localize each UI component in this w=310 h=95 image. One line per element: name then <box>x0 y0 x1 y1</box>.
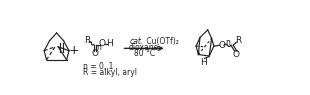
Text: R = alkyl, aryl: R = alkyl, aryl <box>83 68 137 77</box>
Text: O: O <box>232 50 239 59</box>
Text: R: R <box>236 36 242 45</box>
Text: R: R <box>84 36 90 45</box>
Text: n: n <box>96 43 101 52</box>
Text: H: H <box>201 59 207 67</box>
Text: O: O <box>218 41 225 50</box>
Text: dioxane: dioxane <box>129 43 159 52</box>
Text: n = 0, 1: n = 0, 1 <box>83 62 113 71</box>
Text: H: H <box>106 39 113 48</box>
Text: O: O <box>91 49 98 58</box>
Text: +: + <box>69 44 80 57</box>
Text: Cu(OTf)₂: Cu(OTf)₂ <box>144 37 179 46</box>
Text: O: O <box>99 39 106 48</box>
Text: 80 °C: 80 °C <box>134 49 155 58</box>
Text: cat.: cat. <box>130 37 144 46</box>
Text: n: n <box>225 38 230 47</box>
